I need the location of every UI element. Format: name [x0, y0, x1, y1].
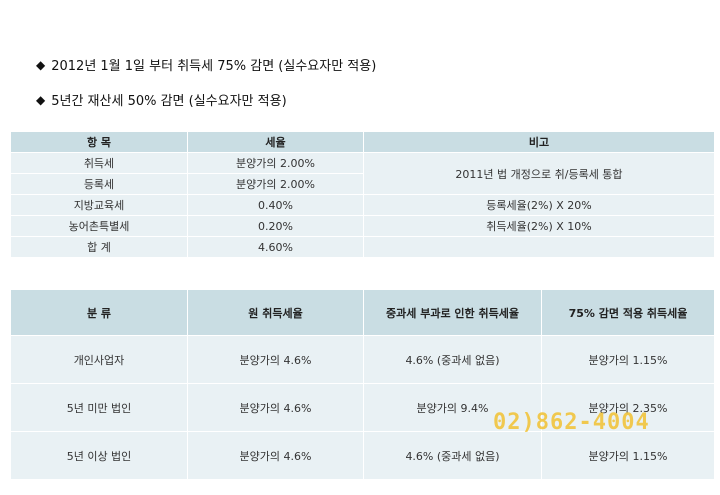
cell-category: 개인사업자 [11, 336, 187, 383]
table-header-row: 분 류 원 취득세율 중과세 부과로 인한 취득세율 75% 감면 적용 취득세… [11, 290, 714, 335]
header-original-rate: 원 취득세율 [188, 290, 363, 335]
cell-surcharge-rate: 분양가의 9.4% [364, 384, 541, 431]
cell-item: 지방교육세 [11, 195, 187, 215]
acquisition-tax-table: 분 류 원 취득세율 중과세 부과로 인한 취득세율 75% 감면 적용 취득세… [10, 289, 715, 480]
cell-item: 합 계 [11, 237, 187, 257]
cell-reduced-rate: 분양가의 2.35% [542, 384, 714, 431]
cell-merged-note: 2011년 법 개정으로 취/등록세 통합 [364, 153, 714, 194]
cell-item: 취득세 [11, 153, 187, 173]
cell-note: 등록세율(2%) X 20% [364, 195, 714, 215]
cell-rate: 분양가의 2.00% [188, 153, 363, 173]
table-row: 5년 이상 법인 분양가의 4.6% 4.6% (중과세 없음) 분양가의 1.… [11, 432, 714, 479]
table-row: 등록세 분양가의 2.00% [11, 174, 714, 194]
cell-original-rate: 분양가의 4.6% [188, 432, 363, 479]
cell-item: 등록세 [11, 174, 187, 194]
tax-rate-table: 항 목 세율 비고 취득세 분양가의 2.00% 2011년 법 개정으로 취/… [10, 131, 715, 258]
bullet-line-2: ◆ 5년간 재산세 50% 감면 (실수요자만 적용) [36, 90, 287, 110]
table-row: 취득세 분양가의 2.00% 2011년 법 개정으로 취/등록세 통합 [11, 153, 714, 194]
cell-reduced-rate: 분양가의 1.15% [542, 336, 714, 383]
cell-original-rate: 분양가의 4.6% [188, 336, 363, 383]
cell-rate: 0.20% [188, 216, 363, 236]
cell-original-rate: 분양가의 4.6% [188, 384, 363, 431]
cell-reduced-rate: 분양가의 1.15% [542, 432, 714, 479]
bullet-line-1: ◆ 2012년 1월 1일 부터 취득세 75% 감면 (실수요자만 적용) [36, 55, 377, 75]
header-rate: 세율 [188, 132, 363, 152]
header-reduced-rate: 75% 감면 적용 취득세율 [542, 290, 714, 335]
header-item: 항 목 [11, 132, 187, 152]
table-row: 5년 미만 법인 분양가의 4.6% 분양가의 9.4% 분양가의 2.35% [11, 384, 714, 431]
cell-surcharge-rate: 4.6% (중과세 없음) [364, 336, 541, 383]
header-note: 비고 [364, 132, 714, 152]
cell-item: 농어촌특별세 [11, 216, 187, 236]
table-row: 지방교육세 0.40% 등록세율(2%) X 20% [11, 195, 714, 215]
cell-rate: 0.40% [188, 195, 363, 215]
diamond-bullet-icon: ◆ [36, 92, 46, 107]
header-category: 분 류 [11, 290, 187, 335]
table-header-row: 항 목 세율 비고 [11, 132, 714, 152]
cell-rate: 4.60% [188, 237, 363, 257]
table-row: 개인사업자 분양가의 4.6% 4.6% (중과세 없음) 분양가의 1.15% [11, 336, 714, 383]
cell-note [364, 237, 714, 257]
bullet-text: 2012년 1월 1일 부터 취득세 75% 감면 (실수요자만 적용) [51, 59, 377, 74]
table-row-total: 합 계 4.60% [11, 237, 714, 257]
table-row: 농어촌특별세 0.20% 취득세율(2%) X 10% [11, 216, 714, 236]
cell-note: 취득세율(2%) X 10% [364, 216, 714, 236]
cell-category: 5년 미만 법인 [11, 384, 187, 431]
bullet-text: 5년간 재산세 50% 감면 (실수요자만 적용) [51, 94, 287, 109]
cell-surcharge-rate: 4.6% (중과세 없음) [364, 432, 541, 479]
header-surcharge-rate: 중과세 부과로 인한 취득세율 [364, 290, 541, 335]
diamond-bullet-icon: ◆ [36, 57, 46, 72]
cell-category: 5년 이상 법인 [11, 432, 187, 479]
cell-rate: 분양가의 2.00% [188, 174, 363, 194]
phone-watermark: 02)862-4004 [493, 410, 650, 435]
